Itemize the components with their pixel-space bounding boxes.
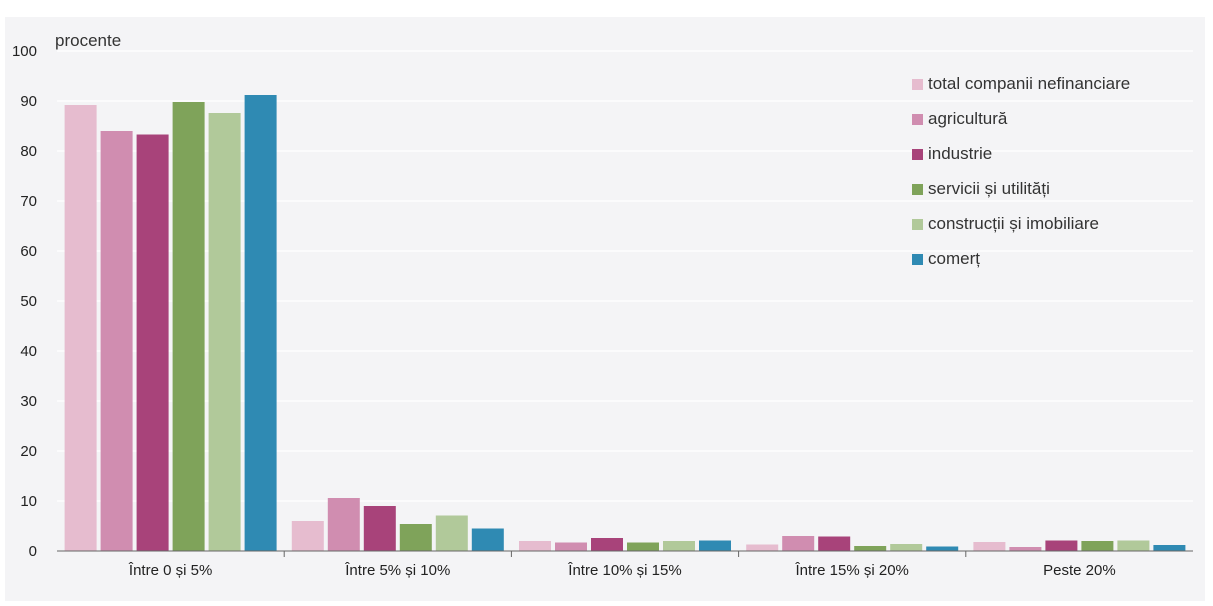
legend-label: comerț bbox=[928, 249, 980, 268]
x-tick-label: Între 15% și 20% bbox=[794, 562, 908, 579]
bars bbox=[64, 95, 1186, 551]
axes: 0 10 20 30 40 50 60 70 80 90 100 Între 0 și 5% Între… bbox=[12, 43, 1193, 579]
bar bbox=[663, 541, 695, 551]
bar bbox=[208, 113, 241, 551]
x-tick-label: Între 5% și 10% bbox=[344, 562, 450, 579]
x-tick-label: Peste 20% bbox=[1043, 562, 1116, 579]
bar bbox=[244, 95, 277, 551]
bar bbox=[172, 102, 205, 551]
bar bbox=[699, 540, 731, 551]
y-tick-label: 30 bbox=[20, 393, 37, 410]
legend-swatch bbox=[912, 254, 923, 265]
y-tick-label: 70 bbox=[20, 193, 37, 210]
y-tick-label: 40 bbox=[20, 343, 37, 360]
legend-swatch bbox=[912, 114, 923, 125]
y-unit-label: procente bbox=[55, 31, 121, 50]
bar bbox=[471, 528, 504, 551]
bar bbox=[782, 536, 815, 551]
legend-label: industrie bbox=[928, 144, 992, 163]
bar bbox=[1153, 545, 1186, 551]
legend-label: agricultură bbox=[928, 109, 1008, 128]
bar bbox=[890, 544, 923, 551]
legend-swatch bbox=[912, 149, 923, 160]
bar bbox=[818, 536, 851, 551]
y-tick-label: 90 bbox=[20, 93, 37, 110]
bar bbox=[435, 515, 468, 551]
legend: total companii nefinanciare agricultură in… bbox=[912, 74, 1130, 268]
bar bbox=[519, 541, 551, 551]
bar bbox=[627, 542, 659, 551]
bar bbox=[363, 506, 396, 551]
bar bbox=[136, 134, 169, 551]
y-tick-label: 100 bbox=[12, 43, 37, 60]
bar bbox=[1081, 541, 1114, 551]
bar bbox=[555, 542, 587, 551]
y-tick-label: 60 bbox=[20, 243, 37, 260]
x-tick-label: Între 10% și 15% bbox=[567, 562, 681, 579]
bar bbox=[291, 521, 324, 551]
bar bbox=[1045, 540, 1078, 551]
bar bbox=[746, 544, 779, 551]
legend-swatch bbox=[912, 219, 923, 230]
legend-label: construcții și imobiliare bbox=[928, 214, 1099, 233]
bar bbox=[64, 105, 97, 551]
bar bbox=[100, 131, 133, 551]
bar bbox=[1009, 547, 1042, 551]
bar bbox=[399, 524, 432, 551]
legend-label: servicii și utilități bbox=[928, 179, 1050, 198]
x-tick-label: Între 0 și 5% bbox=[128, 562, 212, 579]
y-tick-label: 80 bbox=[20, 143, 37, 160]
bar bbox=[327, 498, 360, 551]
bar bbox=[854, 546, 887, 551]
bar bbox=[591, 538, 623, 551]
y-tick-label: 10 bbox=[20, 493, 37, 510]
legend-swatch bbox=[912, 79, 923, 90]
legend-swatch bbox=[912, 184, 923, 195]
bar bbox=[973, 542, 1006, 551]
y-tick-label: 20 bbox=[20, 443, 37, 460]
bar bbox=[926, 546, 959, 551]
y-tick-label: 0 bbox=[29, 543, 37, 560]
bar-chart: 0 10 20 30 40 50 60 70 80 90 100 Între 0 și 5% Între… bbox=[12, 31, 1193, 579]
bar bbox=[1117, 540, 1150, 551]
chart-panel: 0 10 20 30 40 50 60 70 80 90 100 Între 0 și 5% Între… bbox=[5, 17, 1205, 601]
legend-label: total companii nefinanciare bbox=[928, 74, 1130, 93]
y-tick-label: 50 bbox=[20, 293, 37, 310]
